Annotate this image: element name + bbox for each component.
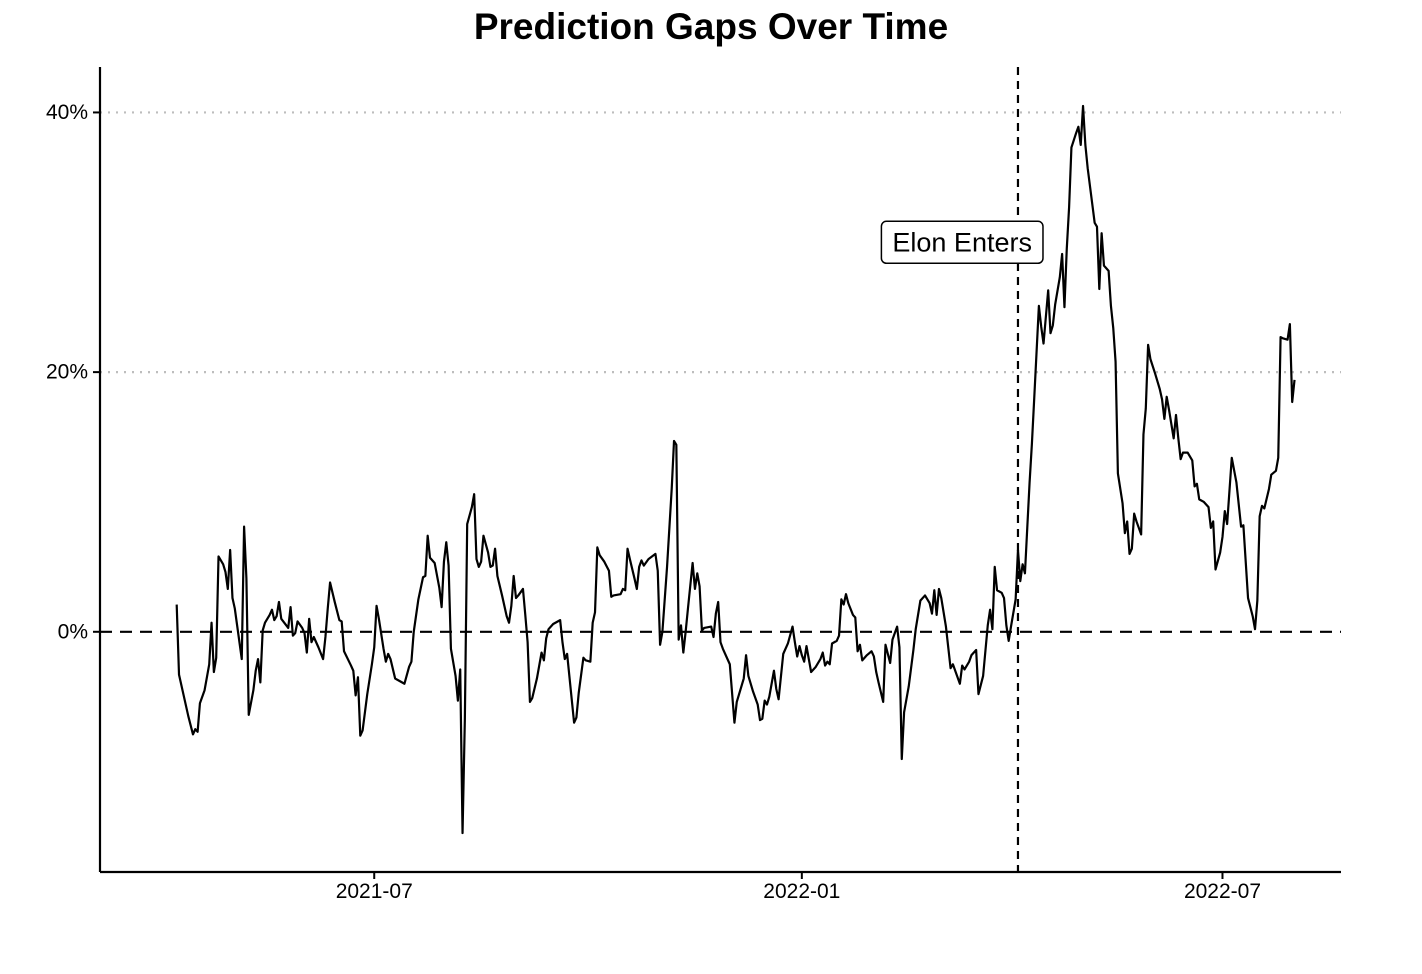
annotation-box (880, 220, 1044, 265)
annotation-layer: Elon Enters (880, 220, 1044, 265)
x-tick-label: 2022-07 (1184, 880, 1261, 903)
chart-title: Prediction Gaps Over Time (473, 6, 949, 47)
axes: 0% 20% 40% 2021-07 2022-01 2022-07 (46, 67, 1341, 903)
y-tick-label: 20% (46, 361, 88, 384)
x-tick-label: 2022-01 (763, 880, 840, 903)
series-line (175, 104, 1296, 835)
x-tick-label: 2021-07 (336, 880, 413, 903)
y-tick-label: 0% (58, 620, 88, 643)
reference-lines (100, 67, 1341, 872)
y-tick-label: 40% (46, 101, 88, 124)
series-layer (175, 104, 1296, 835)
annotation: Elon Enters (880, 220, 1044, 265)
annotation-label: Elon Enters (892, 227, 1032, 257)
grid-layer (100, 111, 1341, 374)
